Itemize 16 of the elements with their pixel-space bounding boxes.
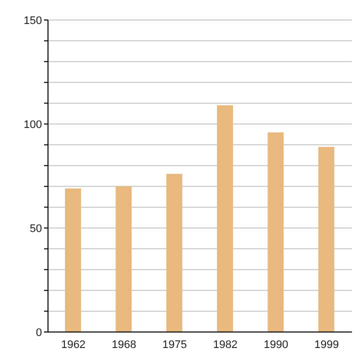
- bar: [65, 188, 81, 332]
- x-tick-label: 1982: [213, 338, 238, 351]
- x-tick-label: 1975: [162, 338, 187, 351]
- y-tick-label: 50: [30, 222, 42, 235]
- y-tick-label: 100: [24, 118, 42, 131]
- x-tick-label: 1968: [112, 338, 136, 351]
- bar: [268, 132, 284, 332]
- x-tick-label: 1999: [314, 338, 339, 351]
- y-tick-label: 150: [24, 14, 42, 27]
- x-tick-label: 1990: [264, 338, 288, 351]
- y-tick-label: 0: [36, 326, 42, 339]
- bar: [217, 105, 233, 332]
- bar: [166, 174, 182, 332]
- bar: [318, 146, 334, 332]
- bar: [116, 186, 132, 332]
- x-tick-label: 1962: [61, 338, 86, 351]
